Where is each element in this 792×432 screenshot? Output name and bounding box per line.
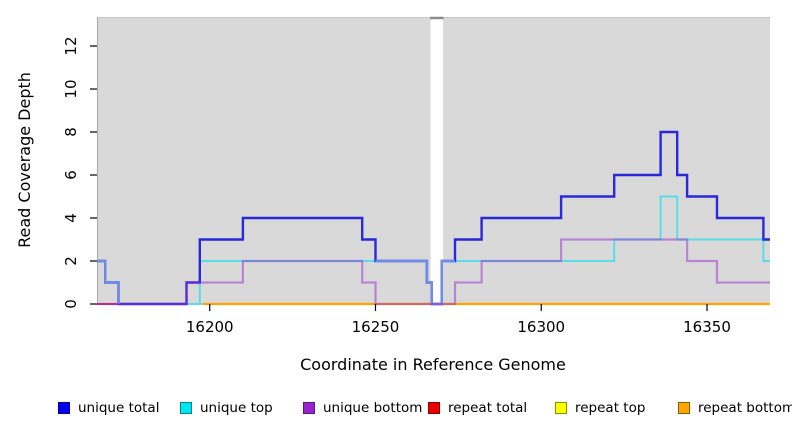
y-tick-label: 6 <box>62 170 80 180</box>
y-axis-title: Read Coverage Depth <box>15 72 34 248</box>
y-tick-label: 10 <box>62 79 80 98</box>
gap-band <box>430 19 444 303</box>
legend: unique total unique top unique bottom repea… <box>0 399 792 423</box>
series-line-unique-bottom <box>97 238 770 306</box>
y-tick-label: 4 <box>62 213 80 223</box>
y-tick-label: 2 <box>62 256 80 266</box>
legend-swatch-unique-total <box>58 402 70 414</box>
series-line-unique-total-top-overlap-tint-left <box>97 259 120 304</box>
x-tick-label: 16200 <box>186 318 234 336</box>
legend-item-unique-total: unique total <box>58 399 159 417</box>
legend-label-repeat-total: repeat total <box>448 400 528 416</box>
legend-item-repeat-bottom: repeat bottom <box>678 399 792 417</box>
legend-item-unique-top: unique top <box>180 399 273 417</box>
legend-item-unique-bottom: unique bottom <box>303 399 422 417</box>
x-axis-title: Coordinate in Reference Genome <box>300 355 566 374</box>
series-line-unique-total-top-overlap-tint-mid <box>375 259 455 306</box>
legend-label-unique-total: unique total <box>78 400 160 416</box>
y-tick-label: 0 <box>62 299 80 309</box>
legend-swatch-unique-top <box>180 402 192 414</box>
legend-swatch-repeat-top <box>555 402 567 414</box>
x-tick-label: 16300 <box>517 318 565 336</box>
legend-item-repeat-total: repeat total <box>428 399 527 417</box>
legend-swatch-unique-bottom <box>303 402 315 414</box>
x-tick-label: 16250 <box>352 318 400 336</box>
legend-swatch-repeat-bottom <box>678 402 690 414</box>
x-tick-label: 16350 <box>683 318 731 336</box>
legend-label-repeat-top: repeat top <box>575 400 646 416</box>
y-tick-label: 12 <box>62 36 80 55</box>
legend-item-repeat-top: repeat top <box>555 399 645 417</box>
y-tick-label: 8 <box>62 127 80 137</box>
legend-label-repeat-bottom: repeat bottom <box>698 400 792 416</box>
legend-swatch-repeat-total <box>428 402 440 414</box>
legend-label-unique-top: unique top <box>200 400 273 416</box>
legend-label-unique-bottom: unique bottom <box>323 400 423 416</box>
